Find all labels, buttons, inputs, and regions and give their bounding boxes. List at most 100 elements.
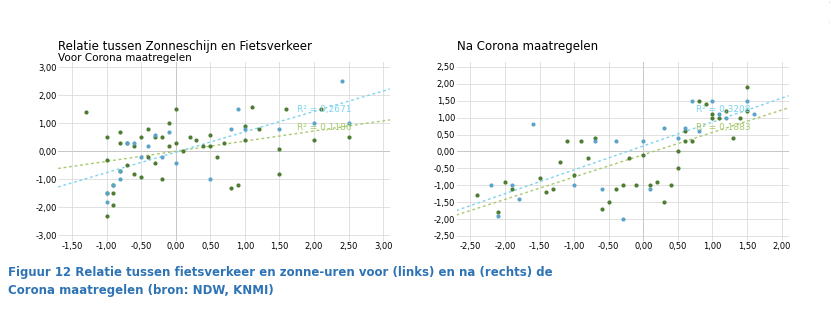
Point <box>547 186 560 191</box>
Point <box>307 121 320 126</box>
Point <box>120 141 134 146</box>
Point <box>471 193 484 198</box>
Point <box>678 139 691 144</box>
Text: Figuur 12 Relatie tussen fietsverkeer en zonne-uren voor (links) en na (rechts) : Figuur 12 Relatie tussen fietsverkeer en… <box>8 266 553 297</box>
Point <box>671 166 685 171</box>
Point <box>706 115 719 120</box>
Point <box>678 125 691 130</box>
Point <box>526 122 540 127</box>
Point <box>706 98 719 103</box>
Point <box>643 183 657 188</box>
Point <box>273 146 286 151</box>
Point <box>657 200 671 205</box>
Point <box>512 196 525 201</box>
Text: R² = 0,1186: R² = 0,1186 <box>297 123 352 132</box>
Point <box>100 135 113 140</box>
Point <box>252 127 266 132</box>
Point <box>273 127 286 132</box>
Point <box>100 157 113 162</box>
Point <box>740 98 754 103</box>
Point <box>100 199 113 204</box>
Point <box>307 138 320 143</box>
Point <box>128 143 141 148</box>
Point <box>574 139 588 144</box>
Point <box>100 191 113 196</box>
Text: R² = 0,3208: R² = 0,3208 <box>696 105 750 114</box>
Point <box>720 108 733 113</box>
Point <box>114 177 127 182</box>
Point <box>114 129 127 134</box>
Point <box>238 124 251 129</box>
Point <box>342 135 355 140</box>
Point <box>734 115 747 120</box>
Point <box>211 154 224 159</box>
Point <box>713 115 726 120</box>
Text: R² = 0,1883: R² = 0,1883 <box>696 123 750 132</box>
Point <box>616 217 629 222</box>
Point <box>107 191 120 196</box>
Point <box>128 141 141 146</box>
Point <box>651 179 664 184</box>
Point <box>128 171 141 176</box>
Point <box>190 138 203 143</box>
Point <box>197 143 210 148</box>
Point <box>169 107 183 112</box>
Point <box>726 135 740 140</box>
Point <box>609 186 622 191</box>
Point <box>203 177 217 182</box>
Point <box>169 141 183 146</box>
Point <box>149 132 162 137</box>
Point <box>692 129 705 133</box>
Legend: Weekdagen, Weekeinden: Weekdagen, Weekeinden <box>823 0 830 27</box>
Point <box>568 173 581 178</box>
Point <box>114 141 127 146</box>
Point <box>740 85 754 90</box>
Point <box>595 206 608 211</box>
Point <box>245 104 258 109</box>
Point <box>232 107 245 112</box>
Point <box>217 141 231 146</box>
Point <box>485 183 498 188</box>
Point <box>155 154 168 159</box>
Point <box>134 154 148 159</box>
Point <box>637 139 650 144</box>
Point <box>685 98 698 103</box>
Point <box>498 179 511 184</box>
Point <box>692 98 705 103</box>
Point <box>169 160 183 165</box>
Point <box>162 143 175 148</box>
Point <box>747 112 760 117</box>
Point <box>533 176 546 181</box>
Point <box>335 79 349 84</box>
Point <box>713 112 726 117</box>
Point <box>162 129 175 134</box>
Point <box>657 125 671 130</box>
Point <box>678 129 691 133</box>
Point <box>141 154 154 159</box>
Text: Relatie tussen Zonneschijn en Fietsverkeer: Relatie tussen Zonneschijn en Fietsverke… <box>58 40 312 53</box>
Point <box>685 139 698 144</box>
Point <box>141 143 154 148</box>
Point <box>203 143 217 148</box>
Point <box>315 107 328 112</box>
Point <box>609 139 622 144</box>
Point <box>699 102 712 107</box>
Point <box>100 191 113 196</box>
Point <box>491 213 505 218</box>
Point <box>568 183 581 188</box>
Point <box>588 135 602 140</box>
Point <box>162 121 175 126</box>
Point <box>706 112 719 117</box>
Point <box>616 183 629 188</box>
Point <box>107 183 120 188</box>
Point <box>622 156 636 161</box>
Point <box>114 168 127 173</box>
Point <box>224 127 237 132</box>
Point <box>630 183 643 188</box>
Point <box>100 213 113 218</box>
Point <box>141 127 154 132</box>
Text: R² = 0,2671: R² = 0,2671 <box>297 105 352 114</box>
Point <box>155 177 168 182</box>
Point <box>155 135 168 140</box>
Point <box>581 156 594 161</box>
